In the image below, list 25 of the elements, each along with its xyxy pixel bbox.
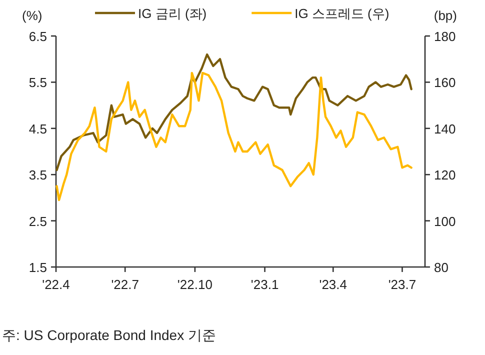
y-tick-label: 6.5 xyxy=(28,29,47,44)
legend-label: IG 스프레드 (우) xyxy=(294,6,390,21)
x-tick-label: '22.10 xyxy=(177,277,212,292)
y-tick-label: 4.5 xyxy=(28,121,47,136)
x-tick-label: '23.1 xyxy=(250,277,279,292)
y-tick-label: 1.5 xyxy=(28,260,47,275)
y-tick-label: 3.5 xyxy=(28,168,47,183)
x-tick-label: '23.7 xyxy=(388,277,416,292)
x-tick-label: '22.4 xyxy=(42,277,70,292)
legend-label: IG 금리 (좌) xyxy=(138,6,207,21)
y2-tick-label: 100 xyxy=(434,214,456,229)
x-tick-label: '22.7 xyxy=(111,277,139,292)
line-series xyxy=(56,72,412,202)
y-tick-label: 5.5 xyxy=(28,75,47,90)
y-axis-title: (%) xyxy=(22,8,42,23)
y2-tick-label: 180 xyxy=(434,29,456,44)
y2-tick-label: 80 xyxy=(434,260,448,275)
text: 주: US Corporate Bond Index 기준 xyxy=(2,327,216,343)
y2-tick-label: 140 xyxy=(434,121,456,136)
y2-tick-label: 120 xyxy=(434,168,456,183)
x-tick-label: '23.4 xyxy=(319,277,348,292)
y2-tick-label: 160 xyxy=(434,75,456,90)
line-series xyxy=(56,53,412,172)
y2-axis-title: (bp) xyxy=(434,8,457,23)
y-tick-label: 2.5 xyxy=(28,214,47,229)
